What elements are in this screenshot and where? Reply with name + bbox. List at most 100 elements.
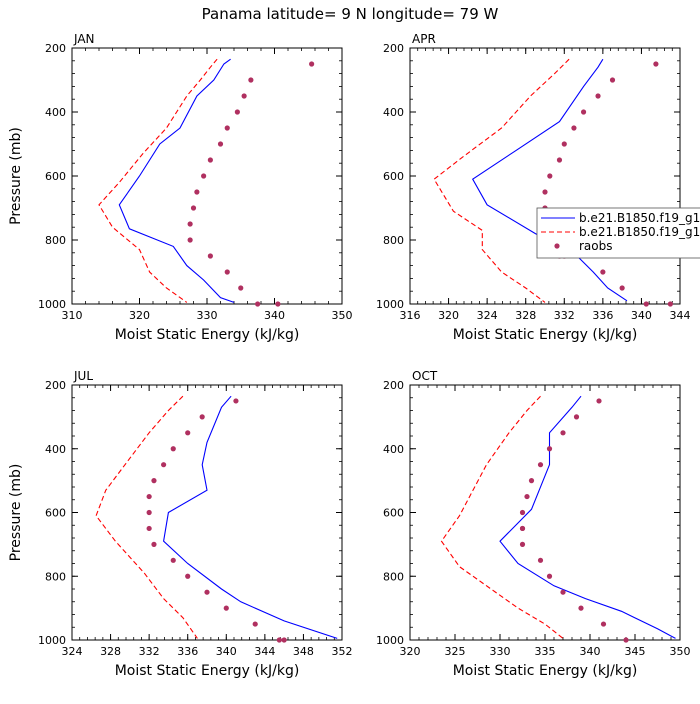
y-tick-label: 1000 [38,634,66,647]
raobs-point [252,621,258,627]
x-tick-label: 335 [535,645,556,658]
raobs-point [653,61,659,67]
raobs-point [546,573,553,579]
raobs-point [241,93,247,99]
raobs-point [146,525,152,532]
x-tick-label: 345 [625,645,646,658]
panel-apr: APR 316 320 324 328 332 336 340 344 200 400 600 800 1… [376,32,691,343]
x-tick-label: 324 [477,309,498,322]
raobs-point [560,430,566,436]
raobs-point [233,398,239,404]
x-tick-label: 325 [445,645,466,658]
raobs-point [524,493,530,500]
raobs-point [281,637,287,643]
x-tick-label: 344 [670,309,691,322]
y-tick-label: 1000 [38,298,66,311]
y-tick-label: 400 [45,443,66,456]
raobs-point [204,589,210,595]
x-tick-label: 330 [490,645,511,658]
y-tick-label: 600 [383,507,404,520]
raobs-point [578,605,584,611]
panel-jul: JUL 324 328 332 336 340 344 348 352 200 400 600 800 1… [8,369,353,679]
raobs-point [600,269,606,275]
legend-label: raobs [579,239,613,253]
raobs-point [170,557,176,563]
x-tick-label: 340 [580,645,601,658]
raobs-point [573,414,580,420]
y-tick-label: 800 [45,234,66,247]
y-axis-label: Pressure (mb) [8,464,24,562]
x-tick-label: 340 [631,309,652,322]
model-series-dashed-line [433,58,570,303]
raobs-point [151,478,157,484]
raobs-point [207,253,213,259]
y-tick-label: 200 [45,42,66,55]
raobs-point [207,157,213,163]
raobs-point [556,157,563,163]
y-tick-label: 1000 [376,634,404,647]
figure-title: Panama latitude= 9 N longitude= 79 W [202,5,499,23]
raobs-point [170,446,176,452]
y-tick-label: 600 [45,507,66,520]
plot-frame [71,384,343,641]
panel-oct: OCT 320 325 330 335 340 345 350 200 400 600 800 1000… [376,369,691,679]
panel-title: JAN [73,32,95,46]
y-tick-label: 600 [45,170,66,183]
x-tick-label: 332 [554,309,575,322]
raobs-point [595,93,601,99]
x-tick-label: 344 [254,645,275,658]
x-tick-label: 310 [62,309,83,322]
y-axis-label: Pressure (mb) [8,127,24,225]
panel-title: APR [412,32,436,46]
plot-frame [409,47,681,305]
raobs-point [537,462,544,468]
raobs-point [217,141,224,147]
legend-box [536,207,700,259]
y-tick-label: 600 [383,170,404,183]
raobs-point [146,493,152,500]
raobs-point [580,109,587,115]
model-series-dashed-line [95,395,198,639]
x-tick-label: 336 [592,309,613,322]
x-tick-label: 328 [515,309,536,322]
raobs-point [151,541,157,547]
x-tick-label: 350 [332,309,353,322]
x-tick-label: 324 [62,645,83,658]
raobs-point [199,414,205,420]
panel-title: OCT [412,369,438,383]
raobs-point [187,237,193,243]
y-tick-label: 400 [45,106,66,119]
raobs-point [519,525,526,532]
model-series-dashed-line [98,58,218,303]
model-series-solid-line [163,395,338,639]
raobs-point [546,446,553,452]
y-tick-label: 200 [383,379,404,392]
raobs-point [187,221,193,227]
raobs-point [255,301,261,307]
raobs-point [309,61,315,67]
raobs-point [561,141,567,147]
x-axis-label: Moist Static Energy (kJ/kg) [453,663,638,679]
raobs-point [600,621,607,627]
legend-label: b.e21.B1850.f19_g17 [579,225,700,239]
raobs-point [248,77,254,83]
raobs-point [146,509,152,516]
x-tick-label: 332 [139,645,160,658]
x-axis-label: Moist Static Energy (kJ/kg) [453,327,638,343]
raobs-point [528,478,535,484]
x-tick-label: 340 [264,309,285,322]
model-series-solid-line [471,58,628,302]
raobs-point [194,189,200,195]
raobs-point [185,573,191,579]
x-axis-label: Moist Static Energy (kJ/kg) [115,327,300,343]
x-tick-label: 316 [400,309,421,322]
raobs-point [223,605,229,611]
raobs-point [185,430,191,436]
legend-marker-raobs [554,243,560,249]
legend: b.e21.B1850.f19_g17b.e21.B1850.f19_g17ra… [536,207,700,259]
y-tick-label: 800 [383,234,404,247]
raobs-point [571,125,577,131]
raobs-point [276,637,282,643]
raobs-point [643,301,649,307]
